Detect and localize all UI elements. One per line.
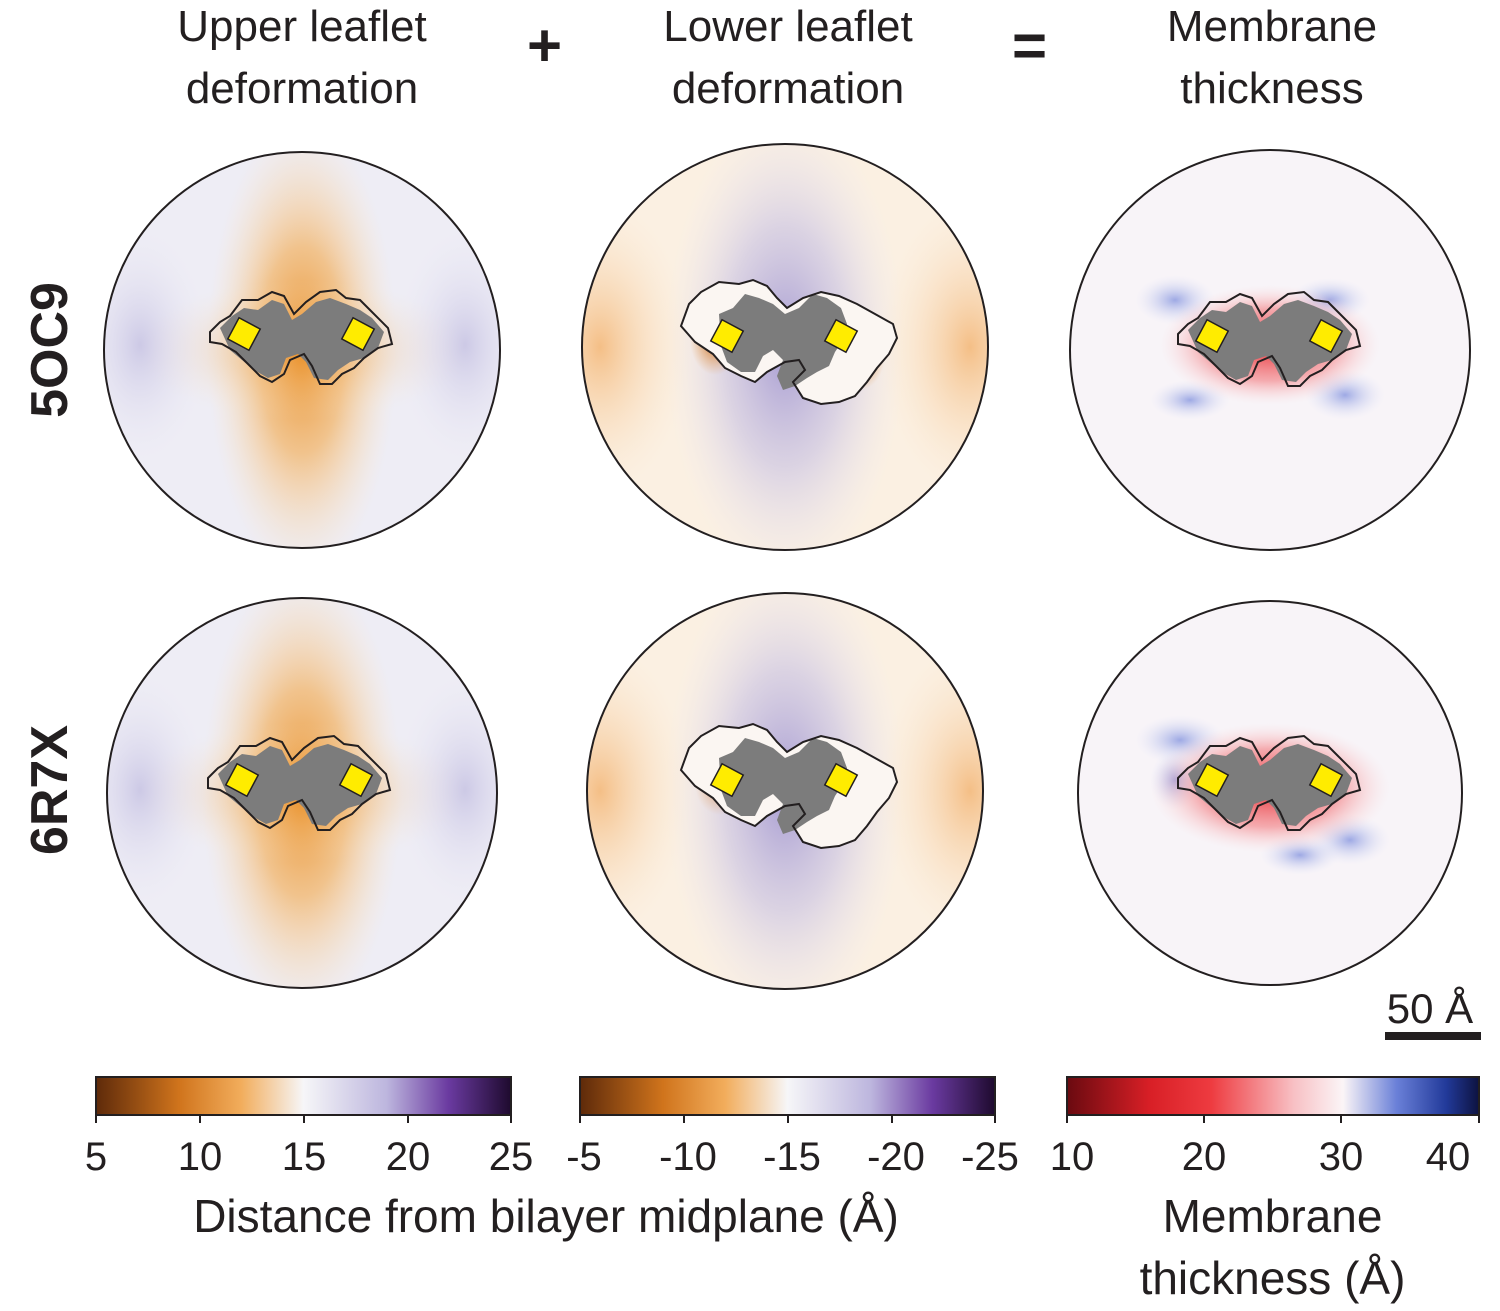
column-title-lower-line2: deformation bbox=[671, 64, 905, 113]
colorbar-thickness bbox=[1066, 1076, 1480, 1116]
tick-lower-0: -5 bbox=[566, 1135, 602, 1179]
tick-upper-2: 15 bbox=[281, 1135, 327, 1179]
column-title-lower-line1: Lower leaflet bbox=[663, 2, 913, 51]
column-title-upper: Upper leaflet deformation bbox=[92, 0, 512, 120]
tick-lower-3: -20 bbox=[867, 1135, 925, 1179]
column-title-upper-line1: Upper leaflet bbox=[177, 2, 427, 51]
map-6r7x-upper bbox=[106, 597, 498, 989]
map-5oc9-lower bbox=[581, 143, 989, 551]
colorbar-tick-marks bbox=[95, 1115, 1480, 1123]
tick-thickness-0: 10 bbox=[1049, 1135, 1095, 1179]
map-6r7x-lower bbox=[586, 592, 984, 990]
colorbar-label-thickness-line2: thickness (Å) bbox=[1139, 1252, 1406, 1304]
map-5oc9-upper bbox=[103, 151, 501, 549]
tick-thickness-1: 20 bbox=[1181, 1135, 1227, 1179]
map-5oc9-thickness bbox=[1069, 149, 1471, 551]
map-6r7x-thickness bbox=[1077, 600, 1463, 986]
column-title-lower: Lower leaflet deformation bbox=[578, 0, 998, 120]
colorbar-label-thickness: Membrane thickness (Å) bbox=[1060, 1188, 1485, 1306]
column-title-thickness-line1: Membrane bbox=[1166, 2, 1378, 51]
plus-operator: + bbox=[527, 12, 563, 79]
column-title-upper-line2: deformation bbox=[185, 64, 419, 113]
colorbar-upper-leaflet bbox=[95, 1076, 512, 1116]
column-title-thickness-line2: thickness bbox=[1180, 64, 1364, 113]
tick-lower-2: -15 bbox=[763, 1135, 821, 1179]
tick-upper-4: 25 bbox=[488, 1135, 534, 1179]
column-title-thickness: Membrane thickness bbox=[1062, 0, 1482, 120]
equals-operator: = bbox=[1012, 12, 1048, 79]
scale-bar-label: 50 Å bbox=[1386, 985, 1474, 1032]
tick-thickness-2: 30 bbox=[1318, 1135, 1364, 1179]
tick-lower-1: -10 bbox=[659, 1135, 717, 1179]
colorbar-label-thickness-line1: Membrane bbox=[1162, 1190, 1383, 1242]
tick-upper-3: 20 bbox=[385, 1135, 431, 1179]
tick-thickness-3: 40 bbox=[1425, 1135, 1471, 1179]
scale-bar bbox=[1385, 1032, 1481, 1040]
colorbar-label-distance: Distance from bilayer midplane (Å) bbox=[193, 1190, 899, 1242]
tick-lower-4: -25 bbox=[961, 1135, 1019, 1179]
tick-upper-0: 5 bbox=[84, 1135, 108, 1179]
tick-upper-1: 10 bbox=[177, 1135, 223, 1179]
colorbar-lower-leaflet bbox=[579, 1076, 996, 1116]
